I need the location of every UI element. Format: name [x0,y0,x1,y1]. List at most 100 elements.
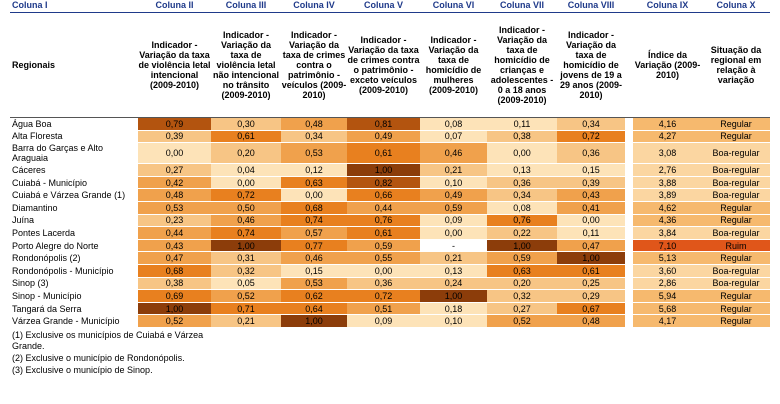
regional-name: Alta Floresta [12,131,63,142]
indicator-cell: 0,13 [420,264,487,278]
indicator-cell: 0,44 [347,201,420,215]
footnotes: (1) Exclusive os municípios de Cuiabá e … [12,330,212,376]
index-cell: 2,76 [633,163,702,177]
indicator-cell: 0,74 [211,226,281,240]
header-patrimonio-veiculos: Indicador - Variação da taxa de crimes c… [281,12,347,118]
indicator-cell: 0,07 [420,130,487,143]
separator-cell [625,226,633,240]
regional-name: Cuiabá e Várzea Grande (1) [12,190,126,201]
indicator-cell: 0,09 [347,314,420,328]
indicator-cell: 0,21 [420,163,487,177]
status-cell: Boa-regular [702,277,770,290]
index-cell: 4,17 [633,314,702,328]
regional-name: Várzea Grande - Município [12,316,120,327]
indicator-cell: 0,43 [557,188,625,202]
indicator-cell: 0,53 [281,142,347,164]
separator-header-2 [625,12,633,118]
indicator-cell: 0,20 [211,142,281,164]
indicator-cell: 0,53 [138,201,211,215]
regional-name: Sinop - Município [12,290,82,301]
indicator-cell: 0,00 [487,142,557,164]
indicator-cell: 0,47 [138,251,211,265]
table-row: Diamantino 0,53 0,50 0,68 0,44 0,59 0,08 0,41 4,… [10,201,770,215]
separator-cell [625,214,633,227]
regional-name: Juína [12,215,35,226]
indicator-cell: - [420,239,487,252]
separator-cell [625,302,633,315]
indicator-cell: 0,62 [281,289,347,303]
regional-name: Água Boa [12,118,52,129]
indicator-cell: 0,11 [557,226,625,240]
separator-cell [625,176,633,189]
indicator-cell: 0,48 [557,314,625,328]
indicator-cell: 0,52 [138,314,211,328]
status-cell: Regular [702,117,770,131]
header-transito: Indicador - Variação da taxa de violênci… [211,12,281,118]
indicator-cell: 0,10 [420,314,487,328]
status-cell: Regular [702,302,770,315]
indicator-cell: 0,61 [347,226,420,240]
column-label-7: Coluna VII [487,0,557,13]
separator-cell [625,163,633,177]
indicator-cell: 0,38 [487,130,557,143]
indicator-cell: 0,32 [487,289,557,303]
index-cell: 5,68 [633,302,702,315]
status-cell: Regular [702,214,770,227]
status-cell: Boa-regular [702,264,770,278]
status-cell: Boa-regular [702,176,770,189]
indicator-cell: 0,10 [420,176,487,189]
indicator-cell: 0,46 [281,251,347,265]
status-cell: Regular [702,314,770,328]
separator-cell [625,314,633,328]
indicator-cell: 0,42 [138,176,211,189]
indicator-cell: 1,00 [420,289,487,303]
indicator-cell: 0,08 [420,117,487,131]
header-patrimonio-exceto: Indicador - Variação da taxa de crimes c… [347,12,420,118]
table-row: Cuiabá - Município 0,42 0,00 0,63 0,82 0,10 0,… [10,176,770,189]
indicator-cell: 0,46 [420,142,487,164]
indicator-cell: 0,29 [557,289,625,303]
header-homicidio-mulheres: Indicador - Variação da taxa de homicídi… [420,12,487,118]
indicator-cell: 0,21 [211,314,281,328]
indicator-cell: 1,00 [138,302,211,315]
indicator-cell: 0,50 [211,201,281,215]
indicator-cell: 0,59 [420,201,487,215]
separator-cell [625,289,633,303]
separator-cell [625,239,633,252]
indicator-cell: 0,69 [138,289,211,303]
regional-name: Cuiabá - Município [12,177,88,188]
footnote-1: (1) Exclusive os municípios de Cuiabá e … [12,329,204,351]
indicator-cell: 0,00 [420,226,487,240]
indicator-cell: 0,49 [347,130,420,143]
indicator-cell: 0,51 [347,302,420,315]
indicator-cell: 0,36 [487,176,557,189]
indicator-cell: 0,00 [138,142,211,164]
table-row: Tangará da Serra 1,00 0,71 0,64 0,51 0,18 0,27… [10,302,770,315]
regional-name: Tangará da Serra [12,303,82,314]
status-cell: Ruim [702,239,770,252]
indicator-cell: 0,72 [211,188,281,202]
table-row: Sinop (3) 0,38 0,05 0,53 0,36 0,24 0,20 0,25 2,8… [10,277,770,290]
separator-cell [625,117,633,131]
indicator-cell: 0,47 [557,239,625,252]
regional-name: Sinop (3) [12,278,49,289]
table-row: Rondonópolis (2) 0,47 0,31 0,46 0,55 0,21 0,59… [10,251,770,265]
header-regionais: Regionais [10,12,138,118]
index-cell: 4,36 [633,214,702,227]
column-label-5: Coluna V [347,0,420,13]
index-cell: 3,08 [633,142,702,164]
indicator-cell: 0,05 [211,277,281,290]
indicator-cell: 0,55 [347,251,420,265]
index-cell: 5,13 [633,251,702,265]
indicator-cell: 0,66 [347,188,420,202]
indicator-cell: 0,61 [347,142,420,164]
regional-name: Cáceres [12,164,46,175]
index-cell: 4,27 [633,130,702,143]
table-row: Juína 0,23 0,46 0,74 0,76 0,09 0,76 0,00 4,36 Reg… [10,214,770,227]
header-homicidio-jovens: Indicador - Variação da taxa de homicídi… [557,12,625,118]
status-cell: Regular [702,130,770,143]
indicator-cell: 0,61 [557,264,625,278]
header-indice: Índice da Variação (2009-2010) [633,12,702,118]
header-homicidio-criancas: Indicador - Variação da taxa de homicídi… [487,12,557,118]
indicator-cell: 0,36 [557,142,625,164]
